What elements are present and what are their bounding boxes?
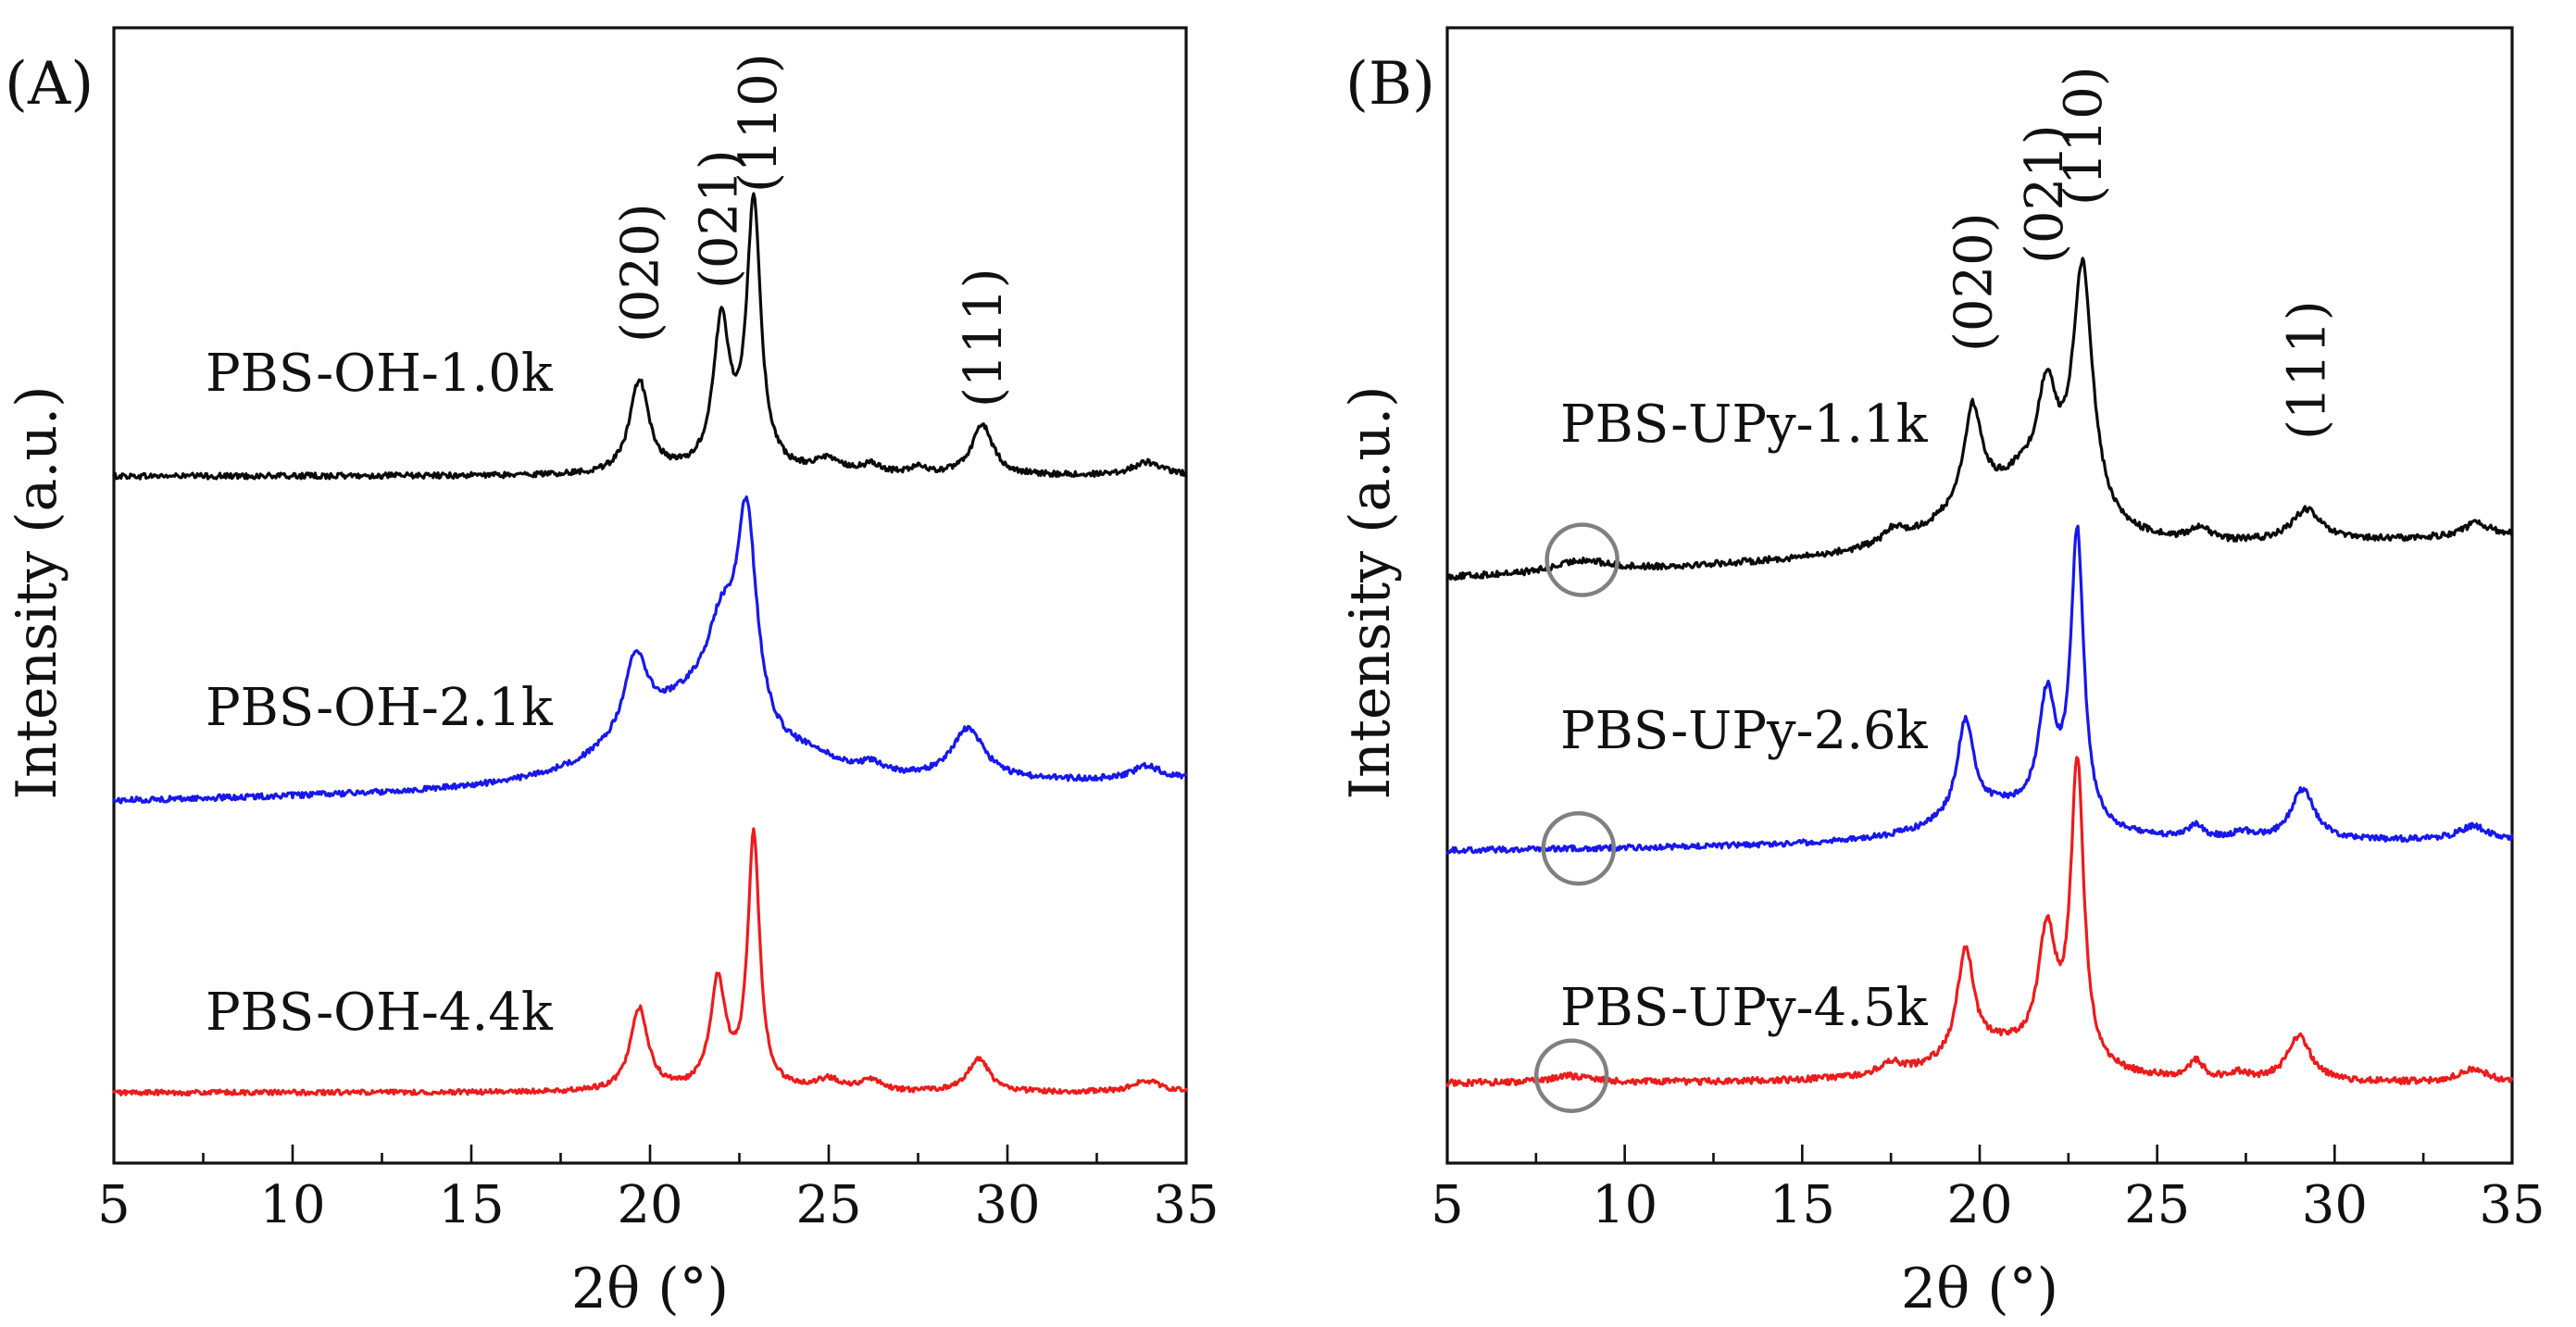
panel-a-ylabel: Intensity (a.u.) [5, 385, 69, 799]
panel-b-circled-regions [1533, 522, 1619, 1114]
x-tick-label: 20 [1946, 1175, 2012, 1235]
peak-annotation: (021) [689, 149, 749, 289]
series-label-pbs-oh-1-0k: PBS-OH-1.0k [206, 344, 554, 404]
panel-b: (B) Intensity (a.u.) 2θ (°) 5 10 15 20 25 30 3… [1338, 26, 2545, 1321]
x-tick-label: 5 [1431, 1175, 1464, 1235]
series-line-pbs-upy-4-5k [1445, 756, 2514, 1088]
peak-annotation: (020) [1944, 212, 2004, 352]
x-tick-label: 10 [1592, 1175, 1657, 1235]
series-line-pbs-upy-1-1k [1445, 257, 2514, 582]
peak-annotation: (021) [2015, 124, 2075, 264]
series-line-pbs-oh-1-0k [112, 192, 1188, 481]
panel-a-peak-annotations: (020) (021)(110) (111) [610, 53, 1014, 407]
x-tick-label: 5 [97, 1175, 131, 1235]
peak-annotation: (111) [954, 268, 1014, 407]
peak-annotation: (110) [2054, 66, 2114, 206]
panel-a-label: (A) [5, 50, 94, 119]
series-label-pbs-upy-1-1k: PBS-UPy-1.1k [1560, 394, 1929, 455]
x-tick-label: 25 [2124, 1175, 2190, 1235]
panel-a-xlabel: 2θ (°) [571, 1257, 729, 1321]
peak-annotation: (110) [729, 53, 789, 193]
x-tick-label: 10 [259, 1175, 325, 1235]
panel-a-x-axis: 5 10 15 20 25 30 35 [97, 1145, 1219, 1235]
x-tick-label: 35 [2479, 1175, 2545, 1235]
panel-b-peak-annotations: (020)(021)(110) (111) [1944, 66, 2337, 440]
panel-b-series [1445, 257, 2514, 1088]
x-tick-label: 30 [974, 1175, 1040, 1235]
peak-annotation: (111) [2278, 300, 2338, 440]
series-line-pbs-oh-4-4k [112, 827, 1188, 1097]
panel-b-label: (B) [1345, 50, 1435, 119]
panel-b-ylabel: Intensity (a.u.) [1338, 385, 1403, 799]
highlight-circle [1544, 522, 1619, 597]
series-label-pbs-upy-4-5k: PBS-UPy-4.5k [1560, 978, 1929, 1038]
series-line-pbs-upy-2-6k [1445, 524, 2514, 855]
panel-a: (A) Intensity (a.u.) 2θ (°) 5 10 15 20 25 30 3… [5, 26, 1219, 1321]
series-label-pbs-oh-2-1k: PBS-OH-2.1k [206, 678, 554, 738]
x-tick-label: 25 [795, 1175, 861, 1235]
panel-b-xlabel: 2θ (°) [1901, 1257, 2058, 1321]
x-tick-label: 35 [1153, 1175, 1219, 1235]
series-line-pbs-oh-2-1k [112, 494, 1188, 805]
series-label-pbs-oh-4-4k: PBS-OH-4.4k [206, 983, 554, 1043]
x-tick-label: 15 [1769, 1175, 1835, 1235]
series-label-pbs-upy-2-6k: PBS-UPy-2.6k [1560, 701, 1929, 761]
highlight-circle [1541, 810, 1617, 886]
x-tick-label: 20 [617, 1175, 682, 1235]
peak-annotation: (020) [610, 203, 670, 343]
highlight-circle [1533, 1038, 1609, 1114]
x-tick-label: 30 [2302, 1175, 2368, 1235]
panel-b-x-axis: 5 10 15 20 25 30 35 [1431, 1145, 2545, 1235]
panel-a-series [112, 192, 1188, 1097]
x-tick-label: 15 [438, 1175, 504, 1235]
